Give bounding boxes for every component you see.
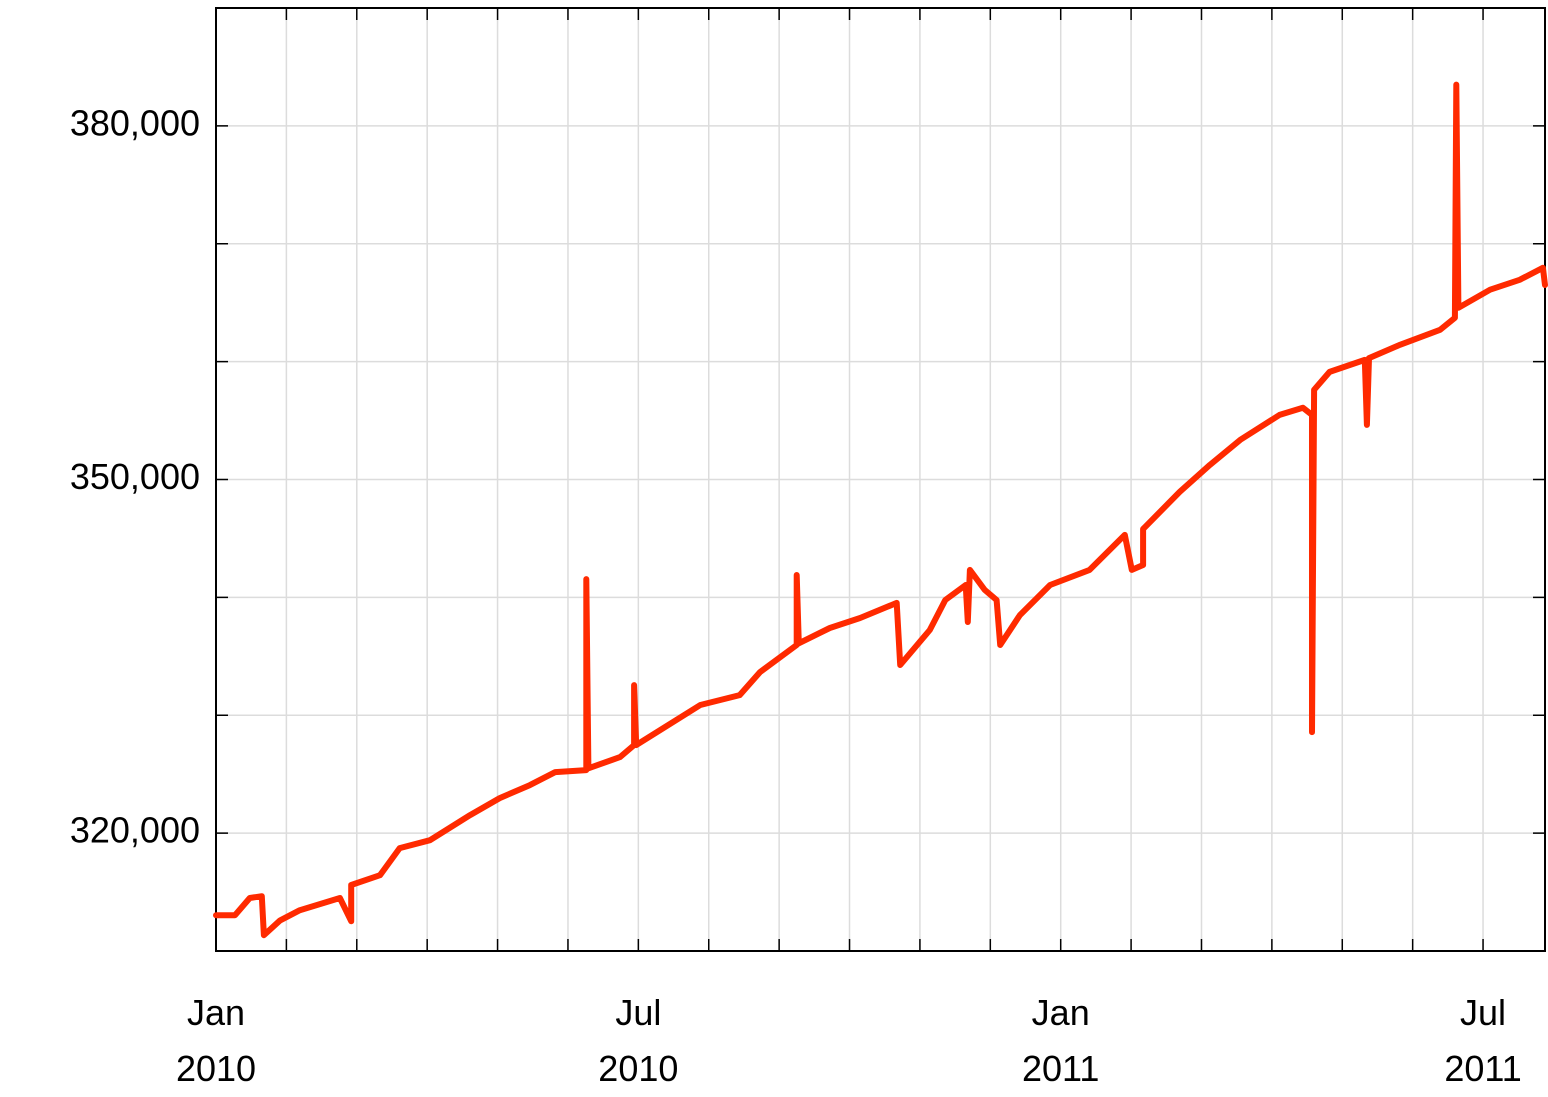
y-tick-label: 380,000 [70,102,200,143]
data-line [213,81,1548,939]
x-tick-label: Jul 2011 [1444,992,1522,1089]
y-tick-label: 350,000 [70,456,200,497]
x-tick-label: Jul 2010 [598,992,679,1089]
x-tick-label: Jan 2010 [175,992,257,1089]
x-tick-label: Jan 2011 [1021,992,1100,1089]
y-tick-label: 320,000 [70,810,200,851]
plot-frame [215,7,1546,952]
